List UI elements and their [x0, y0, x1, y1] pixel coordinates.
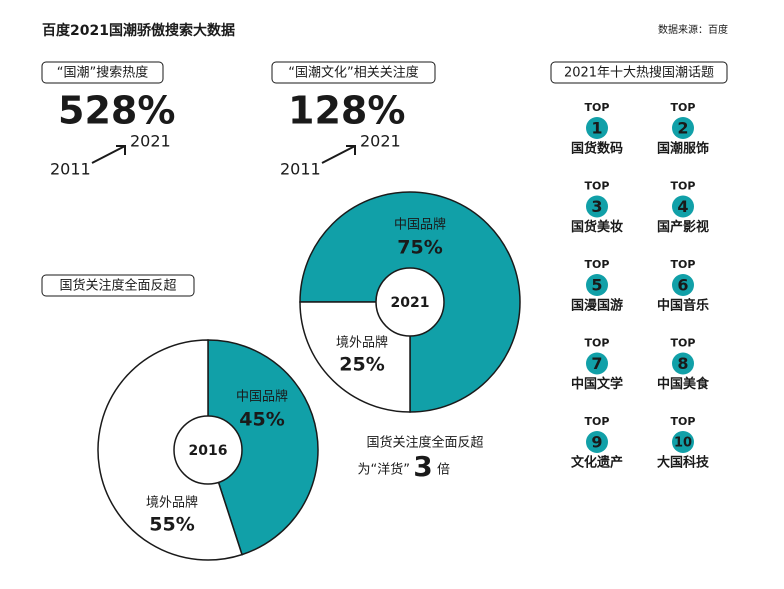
- pie-slice: [97, 339, 243, 561]
- rank-number: 1: [591, 119, 602, 138]
- topic-name: 国产影视: [657, 219, 709, 235]
- pie-center-label: 2016: [189, 443, 228, 459]
- rank-badge: [672, 195, 694, 218]
- note-pre: 为“洋货”: [358, 462, 410, 478]
- rank-badge: [672, 117, 694, 139]
- rank-badge: [586, 117, 608, 139]
- slice-value: 75%: [397, 237, 442, 259]
- topic-name: 中国文学: [571, 376, 623, 392]
- slice-label: 中国品牌: [236, 389, 288, 405]
- stat-label-box: [271, 61, 436, 84]
- slice-value: 25%: [339, 354, 384, 376]
- topic-name: 国货美妆: [571, 219, 623, 235]
- stat-label: “国潮文化”相关关注度: [288, 65, 418, 81]
- top-label: TOP: [671, 180, 696, 193]
- arrow-head: [346, 145, 356, 155]
- stat-value: 128%: [288, 89, 405, 133]
- stat-label-box: [41, 61, 164, 84]
- stat-label: “国潮”搜索热度: [57, 65, 148, 81]
- note-big: 3: [413, 450, 432, 483]
- rank-number: 3: [591, 197, 602, 216]
- pie-center: [375, 267, 445, 337]
- top-label: TOP: [671, 101, 696, 114]
- chart-title-box: [41, 274, 195, 297]
- source: 数据来源：百度: [658, 23, 728, 36]
- rank-badge: [672, 431, 694, 453]
- top-label: TOP: [585, 101, 610, 114]
- rank-badge: [586, 195, 608, 218]
- topic-name: 国潮服饰: [657, 141, 709, 157]
- slice-value: 45%: [239, 409, 284, 431]
- rank-number: 10: [674, 436, 692, 451]
- topics-title-box: [550, 61, 728, 84]
- note-post: 倍: [437, 463, 450, 478]
- slice-label: 境外品牌: [146, 495, 198, 511]
- top-label: TOP: [671, 258, 696, 271]
- arrow-line: [91, 145, 126, 164]
- pie-center-label: 2021: [391, 295, 430, 311]
- rank-number: 6: [677, 276, 688, 295]
- slice-label: 中国品牌: [394, 217, 446, 233]
- pie-slice: [207, 339, 319, 556]
- rank-badge: [586, 431, 608, 453]
- rank-badge: [586, 352, 608, 375]
- page-title: 百度2021国潮骄傲搜索大数据: [42, 22, 235, 39]
- topic-name: 中国美食: [657, 376, 710, 392]
- rank-number: 9: [591, 433, 602, 452]
- note-line: 国货关注度全面反超: [366, 435, 483, 451]
- rank-badge: [672, 352, 694, 375]
- stat-from: 2011: [280, 160, 321, 179]
- rank-number: 5: [591, 276, 602, 295]
- rank-number: 4: [677, 197, 688, 216]
- rank-number: 2: [677, 119, 688, 138]
- stat-from: 2011: [50, 160, 91, 179]
- topics-title: 2021年十大热搜国潮话题: [564, 66, 714, 81]
- chart-title: 国货关注度全面反超: [59, 278, 176, 294]
- top-label: TOP: [585, 337, 610, 350]
- rank-badge: [586, 274, 608, 296]
- topic-name: 国货数码: [571, 141, 623, 157]
- rank-number: 8: [677, 354, 688, 373]
- top-label: TOP: [671, 337, 696, 350]
- rank-badge: [672, 274, 694, 296]
- top-label: TOP: [585, 415, 610, 428]
- stat-to: 2021: [360, 132, 401, 151]
- pie-center: [173, 415, 243, 485]
- pie-slice: [299, 301, 411, 413]
- topic-name: 中国音乐: [657, 298, 709, 314]
- arrow-head: [116, 145, 126, 155]
- top-label: TOP: [585, 180, 610, 193]
- slice-label: 境外品牌: [336, 335, 388, 351]
- arrow-line: [321, 145, 356, 164]
- topic-name: 国漫国游: [571, 298, 623, 314]
- topic-name: 文化遗产: [571, 455, 623, 471]
- slice-value: 55%: [149, 514, 194, 536]
- top-label: TOP: [671, 415, 696, 428]
- stat-to: 2021: [130, 132, 171, 151]
- top-label: TOP: [585, 258, 610, 271]
- topic-name: 大国科技: [657, 455, 710, 471]
- stat-value: 528%: [58, 89, 175, 133]
- rank-number: 7: [591, 354, 602, 373]
